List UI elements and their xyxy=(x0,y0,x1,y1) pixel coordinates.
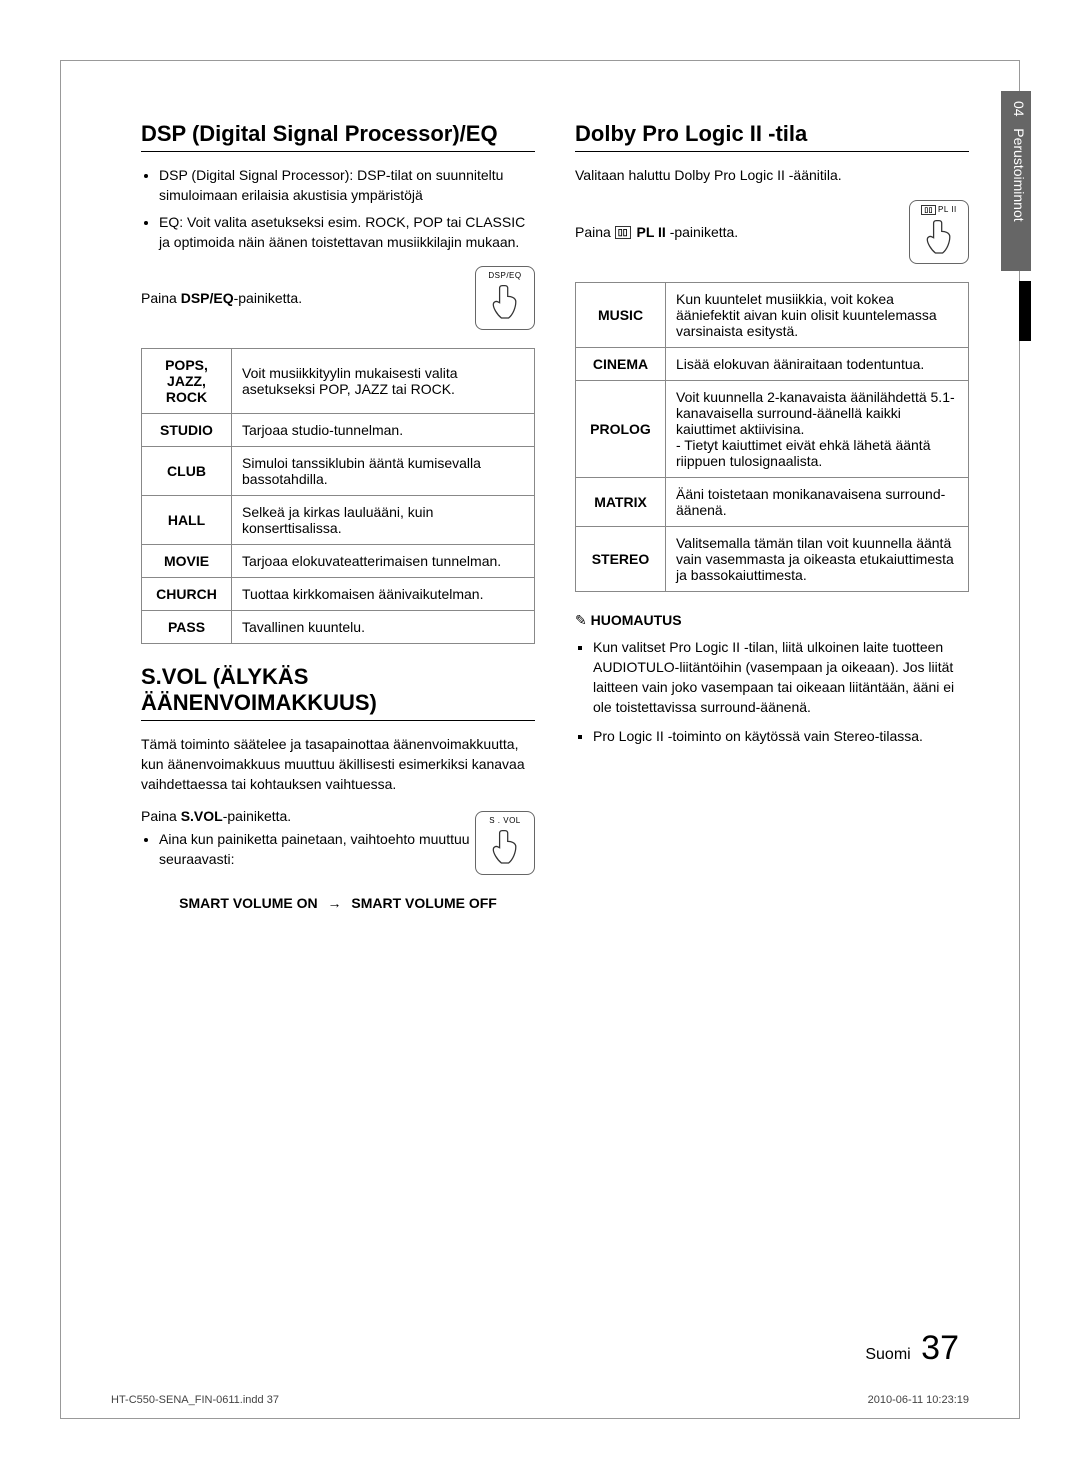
mode-name: POPS, JAZZ, ROCK xyxy=(142,349,232,414)
mode-desc: Lisää elokuvan ääniraitaan todentuntua. xyxy=(666,347,969,380)
mode-name: MOVIE xyxy=(142,545,232,578)
svol-press-instruction: Paina S.VOL-painiketta. xyxy=(141,808,475,824)
dsp-modes-table: POPS, JAZZ, ROCKVoit musiikkityylin muka… xyxy=(141,348,535,644)
mode-name: STEREO xyxy=(576,526,666,591)
mode-desc: Simuloi tanssiklubin ääntä kumisevalla b… xyxy=(232,447,535,496)
mode-name: CINEMA xyxy=(576,347,666,380)
dolby-modes-table: MUSICKun kuuntelet musiikkia, voit kokea… xyxy=(575,282,969,592)
arrow-right-icon: → xyxy=(328,895,342,911)
dsp-bullet: DSP (Digital Signal Processor): DSP-tila… xyxy=(159,166,535,205)
mode-name: PASS xyxy=(142,611,232,644)
mode-name: PROLOG xyxy=(576,380,666,477)
svol-button-icon: S . VOL xyxy=(475,811,535,875)
press-finger-icon xyxy=(487,825,523,865)
heading-dsp: DSP (Digital Signal Processor)/EQ xyxy=(141,121,535,152)
mode-desc: Selkeä ja kirkas lauluääni, kuin konsert… xyxy=(232,496,535,545)
notes-list: Kun valitset Pro Logic II -tilan, liitä … xyxy=(575,637,969,746)
mode-name: MUSIC xyxy=(576,282,666,347)
note-item: Kun valitset Pro Logic II -tilan, liitä … xyxy=(593,637,969,718)
dsp-bullet-list: DSP (Digital Signal Processor): DSP-tila… xyxy=(141,166,535,252)
note-item: Pro Logic II -toiminto on käytössä vain … xyxy=(593,726,969,746)
plii-button-icon: ▯▯PL II xyxy=(909,200,969,264)
dsp-eq-button-icon: DSP/EQ xyxy=(475,266,535,330)
svol-sequence: SMART VOLUME ON → SMART VOLUME OFF xyxy=(141,895,535,911)
mode-name: STUDIO xyxy=(142,414,232,447)
mode-desc: Tarjoaa elokuvateatterimaisen tunnelman. xyxy=(232,545,535,578)
heading-svol: S.VOL (ÄLYKÄS ÄÄNENVOIMAKKUUS) xyxy=(141,664,535,721)
print-footer: HT-C550-SENA_FIN-0611.indd 37 2010-06-11… xyxy=(111,1394,969,1406)
dolby-press-instruction: Paina ▯▯ PL II -painiketta. xyxy=(575,224,738,240)
mode-name: CLUB xyxy=(142,447,232,496)
svol-paragraph: Tämä toiminto säätelee ja tasapainottaa … xyxy=(141,735,535,794)
svol-subnote: Aina kun painiketta painetaan, vaihtoeht… xyxy=(159,830,475,869)
dsp-bullet: EQ: Voit valita asetukseksi esim. ROCK, … xyxy=(159,213,535,252)
dolby-paragraph: Valitaan haluttu Dolby Pro Logic II -ään… xyxy=(575,166,969,186)
mode-name: CHURCH xyxy=(142,578,232,611)
mode-desc: Tarjoaa studio-tunnelman. xyxy=(232,414,535,447)
mode-desc: Tavallinen kuuntelu. xyxy=(232,611,535,644)
page-footer: Suomi 37 xyxy=(865,1329,959,1368)
dolby-badge-icon: ▯▯ xyxy=(615,226,631,239)
chapter-number: 04 xyxy=(1011,101,1027,117)
mode-desc: Valitsemalla tämän tilan voit kuunnella … xyxy=(666,526,969,591)
mode-desc: Voit musiikkityylin mukaisesti valita as… xyxy=(232,349,535,414)
mode-name: MATRIX xyxy=(576,477,666,526)
mode-desc: Kun kuuntelet musiikkia, voit kokea ääni… xyxy=(666,282,969,347)
note-heading: HUOMAUTUS xyxy=(575,612,969,629)
chapter-title: Perustoiminnot xyxy=(1011,128,1027,221)
chapter-tab: 04 Perustoiminnot xyxy=(1001,91,1031,271)
mode-name: HALL xyxy=(142,496,232,545)
mode-desc: Ääni toistetaan monikanavaisena surround… xyxy=(666,477,969,526)
press-finger-icon xyxy=(487,280,523,320)
mode-desc: Tuottaa kirkkomaisen äänivaikutelman. xyxy=(232,578,535,611)
press-finger-icon xyxy=(921,215,957,255)
side-marker xyxy=(1019,281,1031,341)
dsp-press-instruction: Paina DSP/EQ-painiketta. xyxy=(141,290,302,306)
heading-dolby: Dolby Pro Logic II -tila xyxy=(575,121,969,152)
mode-desc: Voit kuunnella 2-kanavaista äänilähdettä… xyxy=(666,380,969,477)
